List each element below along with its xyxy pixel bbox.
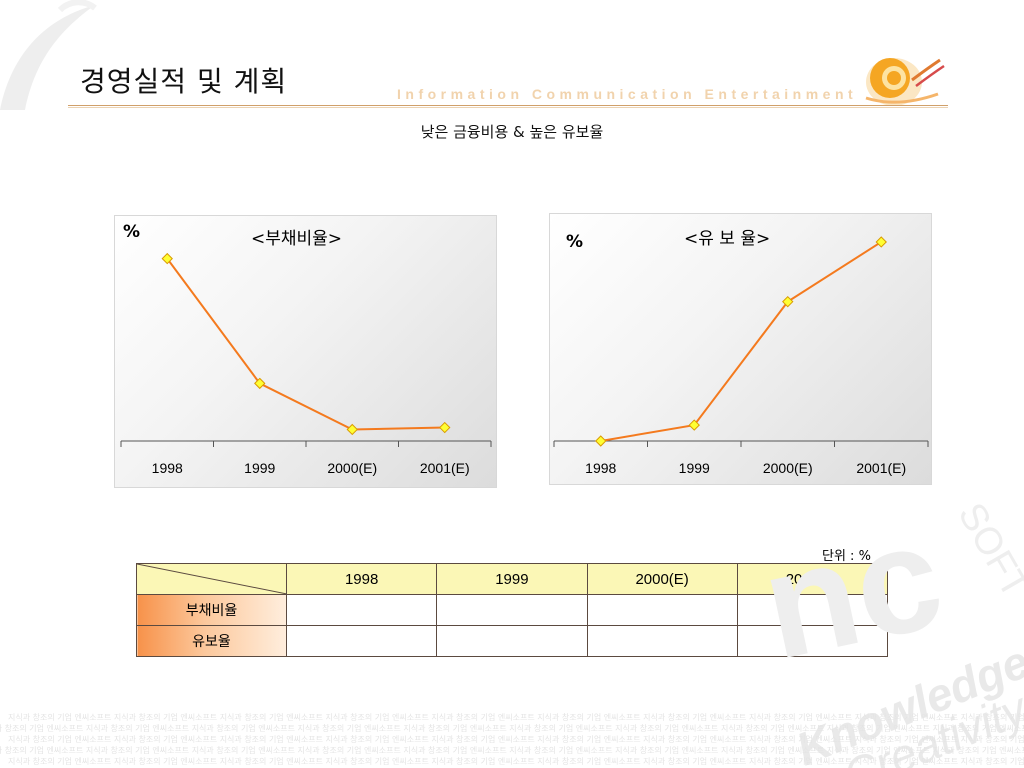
x-tick-label: 1998 [585,460,617,476]
x-tick-label: 1999 [678,460,710,476]
debt-ratio-plot [120,252,492,447]
x-tick-label: 2001(E) [856,460,907,476]
data-point-marker [875,236,887,248]
table-cell [436,625,588,657]
chart-y-unit: % [123,222,141,242]
table-cell [436,594,588,626]
header-rule-light [68,107,948,108]
table-header-cell: 1998 [285,563,438,595]
chart-y-unit: % [566,232,584,252]
data-point-marker [439,421,451,434]
watermark-brand: nc [760,500,955,691]
page-subtitle: 낮은 금융비용 & 높은 유보율 [420,123,604,141]
table-cell [736,625,889,657]
brand-watermark: nc SOFT Knowledge Creativity [760,500,1024,768]
data-point-marker [688,419,700,431]
performance-table: 1998 1999 2000(E) 2001(E) 부채비율 유보율 [136,563,889,657]
footer-pattern-line: 지식과 창조의 기업 엔씨소프트 지식과 창조의 기업 엔씨소프트 지식과 창조… [0,746,1024,755]
table-header-cell: 1999 [436,563,588,595]
footer-pattern-line: 지식과 창조의 기업 엔씨소프트 지식과 창조의 기업 엔씨소프트 지식과 창조… [0,724,1024,733]
x-tick-label: 1998 [151,460,183,476]
watermark-soft: SOFT [950,500,1024,605]
table-row: 유보율 [136,625,889,657]
table-cell [586,594,738,626]
retention-ratio-chart: % <유 보 율> 1998 1999 2000(E) 2001(E) [549,213,932,485]
data-point-marker [254,377,266,390]
diagonal-line [137,564,287,594]
table-row-label: 부채비율 [136,594,287,626]
data-point-marker [161,252,173,265]
footer-pattern-line: 지식과 창조의 기업 엔씨소프트 지식과 창조의 기업 엔씨소프트 지식과 창조… [8,713,1024,722]
table-header-cell: 2001(E) [736,563,889,595]
data-point-marker [782,295,794,308]
table-header-row: 1998 1999 2000(E) 2001(E) [136,563,889,595]
decorative-swoosh [0,0,97,110]
company-logo [865,58,945,106]
table-header-cell: 2000(E) [586,563,738,595]
series-line [600,241,882,442]
x-tick-label: 1999 [244,460,276,476]
retention-ratio-plot [553,236,929,447]
chart-title: <부채비율> [251,229,343,249]
table-corner-cell [136,563,287,595]
x-tick-label: 2000(E) [327,460,378,476]
x-tick-label: 2000(E) [762,460,813,476]
footer-pattern-line: 지식과 창조의 기업 엔씨소프트 지식과 창조의 기업 엔씨소프트 지식과 창조… [8,735,1024,744]
debt-ratio-chart: % <부채비율> 1998 1999 2000(E) 2001(E) [114,215,497,488]
footer-pattern: 지식과 창조의 기업 엔씨소프트 지식과 창조의 기업 엔씨소프트 지식과 창조… [0,712,1024,768]
table-row-label: 유보율 [136,625,287,657]
x-tick-label: 2001(E) [419,460,470,476]
page-title: 경영실적 및 계획 [80,65,288,98]
chart-title: <유 보 율> [684,229,771,249]
unit-note: 단위 : % [822,549,871,564]
data-point-marker [346,423,358,436]
table-cell [285,594,438,626]
table-cell [586,625,738,657]
header-rule [68,105,948,106]
series-line [166,258,445,431]
data-point-marker [595,435,607,447]
table-row: 부채비율 [136,594,889,626]
footer-pattern-line: 지식과 창조의 기업 엔씨소프트 지식과 창조의 기업 엔씨소프트 지식과 창조… [8,757,1024,766]
brand-tagline: Information Communication Entertainment [397,86,858,102]
table-cell [285,625,438,657]
